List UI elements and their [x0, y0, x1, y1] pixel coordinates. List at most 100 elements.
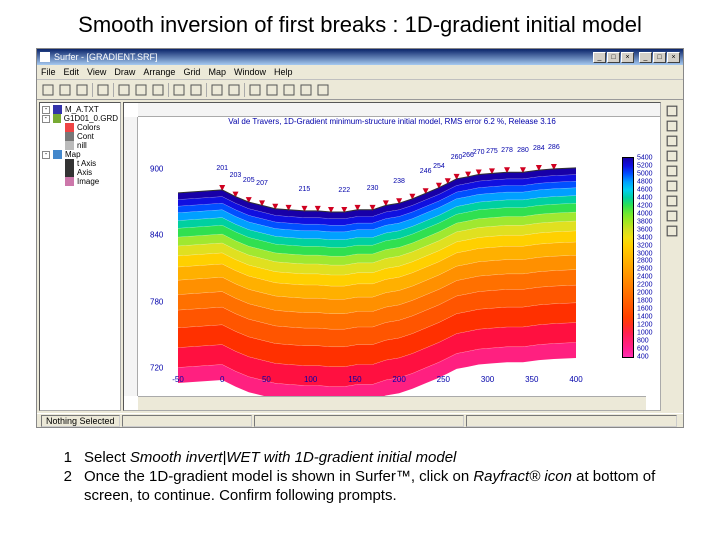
- tree-item[interactable]: -Map: [42, 150, 118, 159]
- colorbar-tick: 3400: [637, 234, 653, 241]
- symbol-button[interactable]: [315, 82, 331, 98]
- redo-button[interactable]: [188, 82, 204, 98]
- doc-close-button[interactable]: ×: [667, 52, 680, 63]
- align-button[interactable]: [665, 194, 679, 208]
- paste-button[interactable]: [150, 82, 166, 98]
- snap-button[interactable]: [665, 224, 679, 238]
- menu-edit[interactable]: Edit: [64, 67, 80, 77]
- station-label: 280: [517, 147, 529, 154]
- tree-node-icon: [65, 141, 74, 150]
- menu-file[interactable]: File: [41, 67, 56, 77]
- menu-arrange[interactable]: Arrange: [143, 67, 175, 77]
- tree-item[interactable]: nill: [42, 141, 118, 150]
- colorbar-tick: 800: [637, 338, 649, 345]
- zoom-button[interactable]: [226, 82, 242, 98]
- pick-button[interactable]: [665, 149, 679, 163]
- copy-button[interactable]: [133, 82, 149, 98]
- tree-item[interactable]: -G1D01_0.GRD: [42, 114, 118, 123]
- tree-item[interactable]: Axis: [42, 168, 118, 177]
- object-tree[interactable]: - M_A.TXT-G1D01_0.GRDColorsContnill-Mapt …: [39, 102, 121, 411]
- flip-button[interactable]: [665, 209, 679, 223]
- close-button[interactable]: ×: [621, 52, 634, 63]
- station-label: 286: [548, 144, 560, 151]
- tree-node-icon: [65, 177, 74, 186]
- new-button[interactable]: [40, 82, 56, 98]
- tree-label: nill: [77, 141, 87, 150]
- tree-expand-icon[interactable]: -: [42, 151, 50, 159]
- document-area[interactable]: Val de Travers, 1D-Gradient minimum-stru…: [123, 102, 661, 411]
- print-button[interactable]: [95, 82, 111, 98]
- horizontal-scrollbar[interactable]: [138, 396, 646, 410]
- colorbar-tick: 5400: [637, 155, 653, 162]
- x-axis-label: 350: [525, 375, 538, 384]
- rect-button[interactable]: [281, 82, 297, 98]
- reshape-button[interactable]: [665, 164, 679, 178]
- tree-label: M_A.TXT: [65, 105, 99, 114]
- tree-item[interactable]: Colors: [42, 123, 118, 132]
- colorbar-tick: 5200: [637, 162, 653, 169]
- x-axis-label: 400: [569, 375, 582, 384]
- menu-draw[interactable]: Draw: [114, 67, 135, 77]
- station-label: 275: [486, 148, 498, 155]
- status-seg-4: [466, 415, 677, 427]
- colorbar-tick: 5000: [637, 170, 653, 177]
- undo-button[interactable]: [171, 82, 187, 98]
- tree-item[interactable]: t Axis: [42, 159, 118, 168]
- y-axis-label: 720: [150, 364, 163, 373]
- tree-label: Image: [77, 177, 99, 186]
- status-seg-3: [254, 415, 465, 427]
- tree-label: Cont: [77, 132, 94, 141]
- tree-item[interactable]: Image: [42, 177, 118, 186]
- menu-window[interactable]: Window: [234, 67, 266, 77]
- menu-view[interactable]: View: [87, 67, 106, 77]
- app-window: Surfer - [GRADIENT.SRF] _ □ × _ □ × File…: [36, 48, 684, 428]
- station-label: 278: [501, 147, 513, 154]
- tree-node-icon: [65, 132, 74, 141]
- x-axis-label: 300: [481, 375, 494, 384]
- arrow-button[interactable]: [665, 104, 679, 118]
- group-button[interactable]: [665, 179, 679, 193]
- colorbar-tick: 2200: [637, 282, 653, 289]
- station-label: 238: [393, 178, 405, 185]
- select-button[interactable]: [209, 82, 225, 98]
- y-axis-label: 840: [150, 231, 163, 240]
- rotate-button[interactable]: [665, 119, 679, 133]
- poly-button[interactable]: [264, 82, 280, 98]
- station-label: 284: [533, 145, 545, 152]
- colorbar-tick: 1800: [637, 298, 653, 305]
- instruction-number: 1: [62, 448, 84, 467]
- station-label: 215: [299, 186, 311, 193]
- colorbar-tick: 3600: [637, 226, 653, 233]
- x-axis-label: 250: [437, 375, 450, 384]
- tree-item[interactable]: Cont: [42, 132, 118, 141]
- cut-button[interactable]: [116, 82, 132, 98]
- tree-label: Axis: [77, 168, 92, 177]
- menu-grid[interactable]: Grid: [183, 67, 200, 77]
- save-button[interactable]: [74, 82, 90, 98]
- minimize-button[interactable]: _: [593, 52, 606, 63]
- colorbar-tick: 4600: [637, 186, 653, 193]
- tree-expand-icon[interactable]: -: [42, 106, 50, 114]
- text-button[interactable]: [247, 82, 263, 98]
- status-text: Nothing Selected: [41, 415, 120, 427]
- tree-label: t Axis: [77, 159, 96, 168]
- doc-maximize-button[interactable]: □: [653, 52, 666, 63]
- colorbar-tick: 600: [637, 346, 649, 353]
- doc-minimize-button[interactable]: _: [639, 52, 652, 63]
- ellipse-button[interactable]: [298, 82, 314, 98]
- menu-map[interactable]: Map: [208, 67, 226, 77]
- instruction-text: Select Smooth invert|WET with 1D-gradien…: [84, 448, 686, 467]
- tree-expand-icon[interactable]: -: [42, 115, 50, 123]
- maximize-button[interactable]: □: [607, 52, 620, 63]
- x-axis-label: -50: [172, 375, 184, 384]
- open-button[interactable]: [57, 82, 73, 98]
- tree-node-icon: [53, 105, 62, 114]
- station-label: 260: [451, 154, 463, 161]
- vertical-toolbar: [663, 102, 681, 411]
- menu-help[interactable]: Help: [274, 67, 293, 77]
- chart-title: Val de Travers, 1D-Gradient minimum-stru…: [138, 117, 646, 126]
- node-button[interactable]: [665, 134, 679, 148]
- station-label: 246: [420, 168, 432, 175]
- tree-item[interactable]: - M_A.TXT: [42, 105, 118, 114]
- colorbar-tick: 4800: [637, 178, 653, 185]
